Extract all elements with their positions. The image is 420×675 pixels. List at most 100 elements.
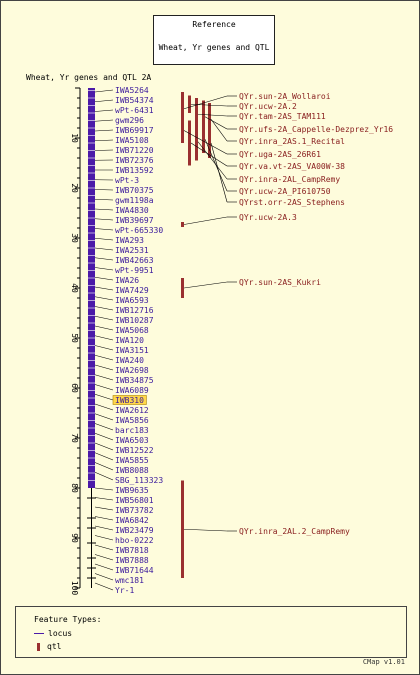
marker-connector [94,296,114,301]
qtl-bar[interactable] [208,128,211,158]
marker-label[interactable]: IWB42663 [115,256,154,265]
marker-label[interactable]: IWB69917 [115,126,154,135]
qtl-bar[interactable] [195,98,198,131]
qtl-label[interactable]: QYr.ucw-2A.3 [239,213,297,222]
qtl-label[interactable]: QYr.inra-2AL_CampRemy [239,175,340,184]
qtl-bar[interactable] [181,118,184,143]
marker-label[interactable]: IWB34875 [115,376,154,385]
marker-label[interactable]: gwm296 [115,116,144,125]
marker-connector [94,413,114,421]
marker-connector [94,462,114,471]
marker-label[interactable]: IWB73782 [115,506,154,515]
marker-label[interactable]: Yr-1 [115,586,134,595]
marker-label[interactable]: IWA2531 [115,246,149,255]
marker-label[interactable]: wPt-9951 [115,266,154,275]
marker-label[interactable]: SBG_113323 [115,476,163,485]
marker-connector [94,452,114,461]
qtl-label[interactable]: QYrst.orr-2AS_Stephens [239,198,345,207]
marker-connector [94,119,114,122]
marker-label[interactable]: IWA5856 [115,416,149,425]
map-title[interactable]: Wheat, Yr genes and QTL 2A [26,73,152,82]
marker-label[interactable]: IWA26 [115,276,139,285]
marker-highlight [112,395,147,405]
qtl-bar[interactable] [181,92,184,126]
chromosome-bar[interactable] [88,88,95,488]
marker-label[interactable]: IWA2612 [115,406,149,415]
qtl-label[interactable]: QYr.uga-2AS_26R61 [239,150,321,159]
marker-label[interactable]: wPt-6431 [115,106,154,115]
qtl-connector [190,103,228,107]
marker-connector [94,374,114,381]
qtl-bar[interactable] [195,123,198,161]
marker-label[interactable]: IWB39697 [115,216,154,225]
marker-label[interactable]: IWA240 [115,356,144,365]
qtl-label[interactable]: QYr.sun-2A_Wollaroi [239,92,331,101]
marker-label[interactable]: IWB71220 [115,146,154,155]
marker-label[interactable]: IWA5068 [115,326,149,335]
marker-connector [94,149,114,151]
scale-label: 30 [70,233,79,243]
marker-label[interactable]: IWB12522 [115,446,154,455]
qtl-connector [204,139,228,192]
marker-connector [94,247,114,251]
legend: Feature Types: locus qtl [15,606,407,658]
qtl-connector [183,528,228,532]
marker-label[interactable]: IWB310 [115,396,144,405]
marker-label[interactable]: IWB9635 [115,486,149,495]
marker-label[interactable]: IWA3151 [115,346,149,355]
qtl-label[interactable]: QYr.ucw-2A.2 [239,102,297,111]
marker-label[interactable]: gwm1198a [115,196,154,205]
marker-label[interactable]: hbo-0222 [115,536,154,545]
marker-label[interactable]: IWB10287 [115,316,154,325]
marker-label[interactable]: IWA7429 [115,286,149,295]
marker-connector [94,423,114,431]
marker-label[interactable]: wPt-665330 [115,226,163,235]
marker-label[interactable]: IWB54374 [115,96,154,105]
qtl-label[interactable]: QYr.inra_2AL.2_CampRemy [239,527,350,536]
legend-item-locus: locus [34,629,72,638]
qtl-label[interactable]: QYr.ucw-2A_PI610750 [239,187,331,196]
qtl-bar[interactable] [188,95,191,114]
qtl-bar[interactable] [202,125,205,154]
marker-label[interactable]: IWA5108 [115,136,149,145]
marker-label[interactable]: IWB70375 [115,186,154,195]
qtl-label[interactable]: QYr.sun-2AS_Kukri [239,278,321,287]
qtl-bar[interactable] [188,120,191,166]
marker-connector [94,286,114,291]
marker-label[interactable]: IWB56801 [115,496,154,505]
marker-label[interactable]: IWB23479 [115,526,154,535]
marker-label[interactable]: IWB7888 [115,556,149,565]
marker-connector [94,393,114,401]
qtl-label[interactable]: QYr.inra_2AS.1_Recital [239,137,345,146]
marker-label[interactable]: IWB71644 [115,566,154,575]
marker-label[interactable]: IWA120 [115,336,144,345]
marker-label[interactable]: wPt-3 [115,176,139,185]
marker-label[interactable]: wmc181 [115,576,144,585]
marker-label[interactable]: IWA6089 [115,386,149,395]
qtl-label[interactable]: QYr.va.vt-2AS_VA00W-38 [239,162,345,171]
marker-label[interactable]: IWA2698 [115,366,149,375]
marker-label[interactable]: IWA4830 [115,206,149,215]
marker-label[interactable]: IWB12716 [115,306,154,315]
marker-label[interactable]: IWA6503 [115,436,149,445]
qtl-connector [190,142,228,167]
marker-label[interactable]: IWA5264 [115,86,149,95]
marker-label[interactable]: IWB72376 [115,156,154,165]
qtl-bar[interactable] [181,222,184,227]
scale-label: 80 [70,483,79,493]
marker-label[interactable]: IWA5855 [115,456,149,465]
marker-label[interactable]: IWA293 [115,236,144,245]
qtl-bar[interactable] [181,480,184,579]
marker-connector [94,267,114,271]
qtl-label[interactable]: QYr.ufs-2A_Cappelle-Dezprez_Yr16 [239,125,393,134]
marker-label[interactable]: IWB7818 [115,546,149,555]
qtl-bar[interactable] [181,278,184,298]
marker-connector [94,228,114,231]
marker-label[interactable]: IWB8088 [115,466,149,475]
marker-label[interactable]: IWB13592 [115,166,154,175]
marker-label[interactable]: IWA6593 [115,296,149,305]
qtl-bar[interactable] [202,100,205,134]
qtl-label[interactable]: QYr.tam-2AS_TAM111 [239,112,326,121]
marker-label[interactable]: barc183 [115,426,149,435]
marker-label[interactable]: IWA6842 [115,516,149,525]
